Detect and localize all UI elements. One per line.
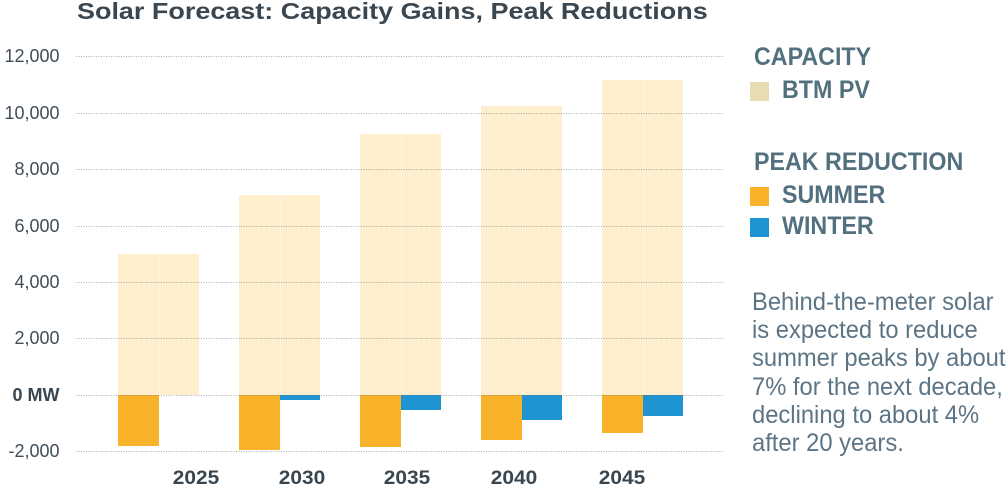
- y-axis-label-6000: 6,000: [14, 215, 60, 236]
- x-axis-label-2030: 2030: [279, 466, 326, 486]
- x-axis-label-2035: 2035: [383, 466, 430, 486]
- bar-btm-pv-2045: [642, 80, 683, 395]
- gridline-8000: [76, 169, 724, 171]
- y-axis-label-4000: 4,000: [14, 272, 60, 292]
- chart-title: Solar Forecast: Capacity Gains, Peak Red…: [77, 0, 708, 24]
- y-axis-label-2000: 2,000: [14, 328, 60, 349]
- y-axis-label-10000: 10,000: [4, 102, 60, 123]
- annotation-line: 7% for the next decade,: [751, 372, 1003, 401]
- annotation-line: declining to about 4%: [751, 400, 979, 429]
- legend-label-btm-pv: BTM PV: [782, 76, 870, 104]
- x-axis-label-2040: 2040: [490, 466, 538, 486]
- summer-swatch: [750, 187, 769, 206]
- bar-btm-pv-2030: [279, 194, 320, 395]
- gridline-12000: [76, 56, 724, 58]
- gridline-4000: [76, 282, 724, 283]
- bar-btm-pv-2040: [521, 105, 562, 395]
- annotation-line: Behind-the-meter solar: [751, 288, 994, 316]
- bar-btm-pv-2025: [158, 253, 199, 395]
- bar-winter-2045: [642, 394, 683, 416]
- y-axis-label-12000: 12,000: [4, 46, 60, 67]
- gridline-6000: [76, 225, 724, 227]
- bar-summer-2040: [481, 394, 522, 440]
- bar-winter-2030: [279, 394, 320, 401]
- bar-btm-pv-2040: [481, 105, 522, 395]
- y-axis-label-8000: 8,000: [14, 159, 60, 180]
- y-axis-label-0: 0 MW: [12, 384, 60, 405]
- bar-summer-2025: [118, 394, 159, 446]
- bar-btm-pv-2045: [602, 80, 643, 395]
- annotation-line: after 20 years.: [751, 429, 904, 458]
- bar-btm-pv-2035: [360, 133, 401, 395]
- winter-swatch: [750, 218, 769, 237]
- bar-winter-2035: [400, 394, 441, 411]
- annotation-line: is expected to reduce: [751, 316, 978, 345]
- y-axis-label--2000: -2,000: [8, 441, 60, 462]
- bar-btm-pv-2030: [239, 194, 280, 395]
- bar-summer-2030: [239, 394, 280, 450]
- legend-peak-reduction-heading: PEAK REDUCTION: [753, 148, 963, 176]
- x-axis-label-2045: 2045: [598, 466, 646, 486]
- gridline--2000: [76, 451, 724, 453]
- legend-label-winter: WINTER: [782, 212, 874, 240]
- annotation-line: summer peaks by about: [751, 344, 1005, 373]
- bar-summer-2035: [360, 394, 401, 447]
- legend-capacity-heading: CAPACITY: [753, 43, 871, 71]
- gridline-10000: [76, 112, 724, 114]
- bar-winter-2040: [521, 394, 562, 421]
- gridline-2000: [76, 338, 724, 340]
- bar-summer-2045: [602, 394, 643, 433]
- bar-btm-pv-2035: [400, 133, 441, 395]
- annotation-text: Behind-the-meter solar is expected to re…: [752, 288, 1005, 457]
- btm-pv-swatch: [750, 82, 769, 101]
- x-axis-label-2025: 2025: [172, 466, 220, 486]
- gridline-0: [76, 394, 724, 396]
- bar-btm-pv-2025: [118, 253, 159, 395]
- legend-label-summer: SUMMER: [782, 181, 886, 209]
